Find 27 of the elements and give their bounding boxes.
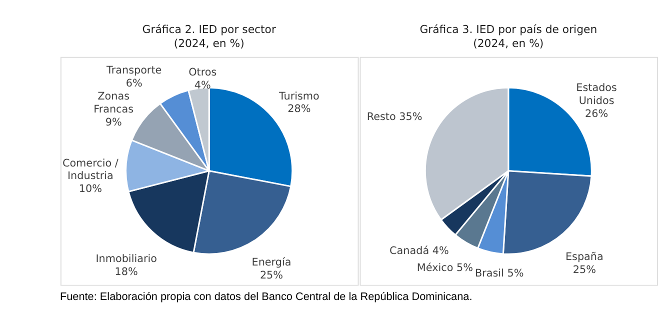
data-label: 25% bbox=[260, 270, 284, 282]
slice-label: Transporte bbox=[106, 64, 162, 76]
slice-label: España bbox=[565, 251, 604, 264]
slice-label: Brasil 5% bbox=[474, 267, 524, 280]
data-label: 9% bbox=[105, 116, 122, 128]
data-label: 10% bbox=[78, 183, 102, 196]
data-label: 4% bbox=[194, 79, 211, 92]
data-label: 18% bbox=[114, 266, 138, 278]
chart-subtitle: (2024, en %) bbox=[174, 36, 244, 50]
chart-title: Gráfica 3. IED por país de origen bbox=[420, 23, 598, 36]
slice-label: Comercio / Industria bbox=[62, 157, 119, 182]
chart-subtitle: (2024, en %) bbox=[473, 36, 544, 50]
data-label: 25% bbox=[572, 264, 596, 276]
chart-title: Gráfica 2. IED por sector bbox=[142, 23, 276, 36]
slice-label: Energía bbox=[252, 256, 292, 269]
slice-label: Turismo bbox=[278, 90, 320, 102]
slice-label: México 5% bbox=[416, 262, 474, 274]
data-label: 28% bbox=[288, 103, 311, 116]
slice-label: Otros bbox=[188, 66, 217, 79]
slice-label: Estados Unidos bbox=[576, 82, 617, 107]
data-label: 26% bbox=[584, 108, 608, 120]
slice-label: Zonas Francas bbox=[94, 90, 134, 116]
slice-label: Resto 35% bbox=[366, 110, 422, 123]
source-note: Fuente: Elaboración propia con datos del Banco Central de la República Dominicana. bbox=[60, 291, 472, 304]
slice-label: Inmobiliario bbox=[96, 252, 157, 265]
slice-label: Canadá 4% bbox=[390, 244, 449, 257]
data-label: 6% bbox=[126, 77, 142, 90]
